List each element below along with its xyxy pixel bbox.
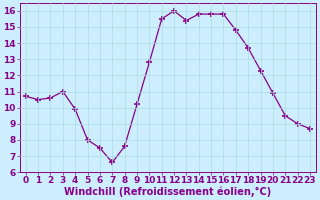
X-axis label: Windchill (Refroidissement éolien,°C): Windchill (Refroidissement éolien,°C) [64, 187, 271, 197]
